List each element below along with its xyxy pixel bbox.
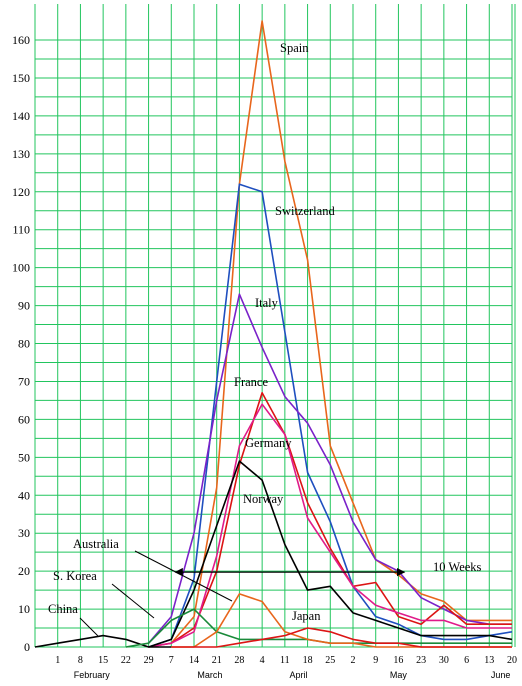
y-tick-label: 130 xyxy=(12,147,30,161)
x-tick-label: 28 xyxy=(234,655,244,666)
series-line-norway xyxy=(148,460,513,648)
x-tick-label: 8 xyxy=(78,655,83,666)
series-lines xyxy=(34,20,513,648)
label-leader-line xyxy=(134,550,233,602)
x-tick-label: 20 xyxy=(507,655,517,666)
series-label-norway: Norway xyxy=(243,492,284,506)
x-tick-label: 30 xyxy=(439,655,449,666)
series-line-france xyxy=(148,391,512,648)
x-tick-label: 7 xyxy=(169,655,174,666)
x-tick-label: 23 xyxy=(416,655,426,666)
x-tick-label: 13 xyxy=(484,655,494,666)
series-label-spain: Spain xyxy=(280,41,309,55)
x-tick-label: 16 xyxy=(393,655,403,666)
series-label-switzerland: Switzerland xyxy=(275,204,335,218)
month-label: May xyxy=(390,670,408,680)
y-tick-label: 60 xyxy=(18,412,30,426)
label-leader-line xyxy=(111,583,155,619)
series-label-australia: Australia xyxy=(73,537,119,551)
y-tick-label: 160 xyxy=(12,33,30,47)
x-tick-label: 11 xyxy=(280,655,290,666)
ten-weeks-label: 10 Weeks xyxy=(433,560,482,574)
y-tick-label: 10 xyxy=(18,602,30,616)
series-label-china: China xyxy=(48,602,78,616)
series-label-germany: Germany xyxy=(245,436,292,450)
x-tick-label: 4 xyxy=(260,655,265,666)
series-line-japan xyxy=(171,627,512,648)
y-tick-label: 50 xyxy=(18,450,30,464)
annotations: Spain Switzerland Italy France Germany Norway… xyxy=(48,41,482,637)
x-tick-label: 6 xyxy=(464,655,469,666)
x-tick-label: 15 xyxy=(98,655,108,666)
x-tick-label: 2 xyxy=(351,655,356,666)
series-label-italy: Italy xyxy=(255,296,279,310)
y-tick-label: 20 xyxy=(18,564,30,578)
y-tick-label: 70 xyxy=(18,374,30,388)
series-label-japan: Japan xyxy=(292,609,321,623)
x-tick-label: 14 xyxy=(189,655,199,666)
y-tick-label: 90 xyxy=(18,299,30,313)
y-tick-label: 30 xyxy=(18,526,30,540)
y-tick-label: 0 xyxy=(24,640,30,654)
x-tick-label: 22 xyxy=(121,655,131,666)
label-leader-line xyxy=(79,617,99,637)
series-line-china xyxy=(34,634,172,648)
y-tick-label: 150 xyxy=(12,71,30,85)
x-tick-label: 18 xyxy=(303,655,313,666)
y-tick-label: 100 xyxy=(12,261,30,275)
x-tick-label: 1 xyxy=(55,655,60,666)
month-label: February xyxy=(74,670,111,680)
series-line-germany xyxy=(148,403,512,648)
month-label: June xyxy=(491,670,511,680)
y-tick-label: 120 xyxy=(12,185,30,199)
y-tick-label: 110 xyxy=(12,223,30,237)
axes: 0102030405060708090100110120130140150160… xyxy=(12,33,517,680)
month-label: April xyxy=(289,670,307,680)
y-tick-label: 40 xyxy=(18,488,30,502)
series-line-italy xyxy=(147,293,512,644)
x-tick-label: 9 xyxy=(373,655,378,666)
y-tick-label: 140 xyxy=(12,109,30,123)
x-tick-label: 29 xyxy=(144,655,154,666)
y-tick-label: 80 xyxy=(18,337,30,351)
series-label-france: France xyxy=(234,375,268,389)
month-label: March xyxy=(197,670,222,680)
x-tick-label: 25 xyxy=(325,655,335,666)
series-label-s-korea: S. Korea xyxy=(53,569,97,583)
x-tick-label: 21 xyxy=(212,655,222,666)
series-line-spain xyxy=(170,20,512,644)
